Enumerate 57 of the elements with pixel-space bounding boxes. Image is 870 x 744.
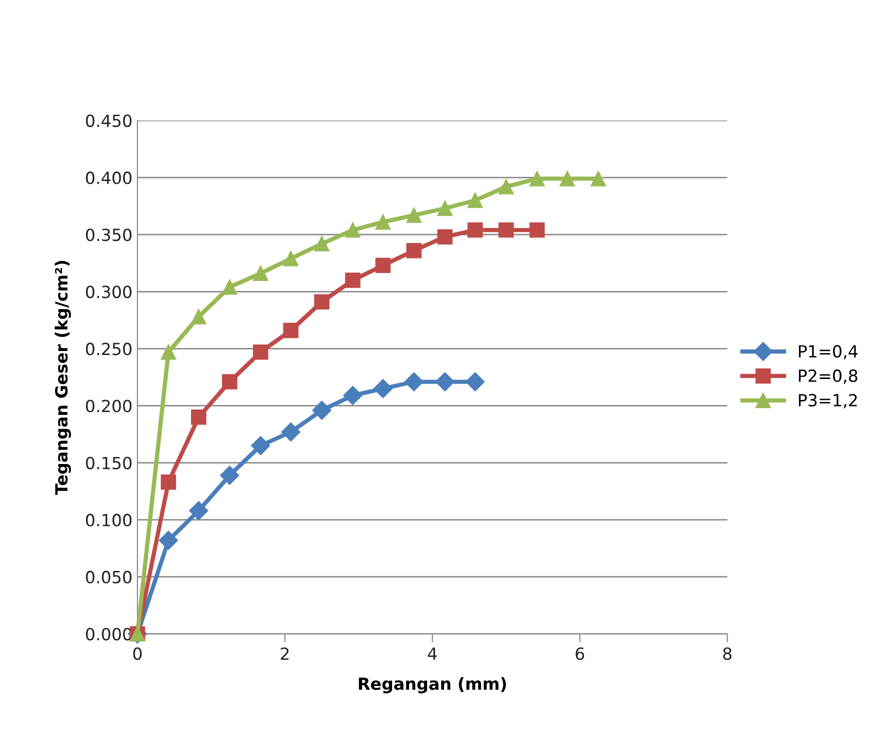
- point: [590, 171, 606, 186]
- point: [314, 236, 330, 252]
- point: [283, 250, 298, 266]
- point: [373, 379, 393, 398]
- point: [314, 294, 330, 310]
- point: [466, 372, 485, 392]
- point: [529, 171, 545, 186]
- point: [252, 266, 268, 282]
- point: [406, 242, 422, 258]
- point: [252, 344, 268, 360]
- x-tick-label: 4: [428, 648, 437, 660]
- point: [160, 344, 176, 360]
- point: [468, 222, 483, 238]
- point: [375, 214, 391, 230]
- point: [158, 530, 178, 550]
- point: [345, 222, 360, 238]
- x-tick-label: 0: [133, 647, 142, 660]
- point: [160, 474, 176, 490]
- y-tick-label: 0.300: [86, 286, 132, 298]
- point: [375, 258, 391, 274]
- legend-label: P1=0,4: [798, 344, 858, 360]
- legend-label: P2=0,8: [798, 369, 858, 384]
- point: [189, 501, 208, 520]
- point: [191, 309, 206, 324]
- x-tick-label: 6: [576, 647, 584, 660]
- y-tick-label: 0.350: [86, 228, 132, 242]
- point: [468, 192, 483, 208]
- y-tick-label: 0.100: [86, 514, 132, 526]
- y-tick-label: 0.400: [86, 172, 132, 184]
- point: [437, 229, 453, 245]
- point: [437, 200, 453, 216]
- y-tick-label: 0.250: [86, 342, 132, 356]
- x-tick-label: 2: [280, 647, 289, 660]
- point: [343, 386, 362, 405]
- point: [345, 272, 360, 288]
- y-tick-label: 0.150: [86, 456, 132, 470]
- x-tick-label: 8: [723, 647, 732, 660]
- point: [560, 171, 575, 186]
- point: [404, 372, 424, 392]
- point: [498, 222, 514, 238]
- point: [281, 422, 300, 442]
- point: [312, 400, 332, 420]
- point: [222, 374, 238, 390]
- y-axis-title: Tegangan Geser (kg/cm²): [54, 260, 71, 495]
- point: [191, 409, 206, 425]
- point: [283, 322, 298, 338]
- point: [251, 436, 270, 456]
- y-tick-label: 0.050: [86, 570, 132, 584]
- point: [435, 372, 454, 392]
- point: [220, 466, 240, 485]
- point: [529, 222, 545, 238]
- point: [498, 179, 514, 194]
- y-tick-label: 0.450: [86, 114, 132, 128]
- y-tick-label: 0.200: [86, 400, 132, 412]
- legend-label: P3=1,2: [798, 394, 857, 408]
- x-axis-title: Regangan (mm): [358, 677, 506, 694]
- point: [406, 208, 422, 223]
